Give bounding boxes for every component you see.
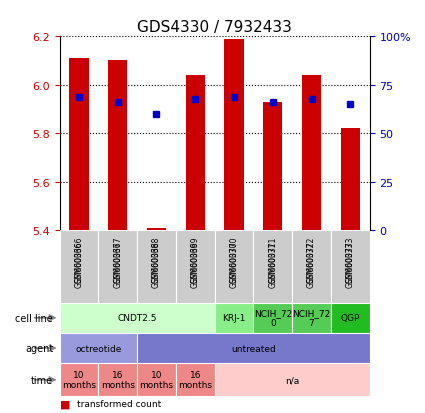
Text: GSM600370: GSM600370 xyxy=(230,241,238,288)
Bar xyxy=(147,228,166,230)
Text: GSM600373: GSM600373 xyxy=(346,236,355,282)
Text: GSM600371: GSM600371 xyxy=(268,236,277,282)
Bar xyxy=(215,363,370,396)
Bar xyxy=(215,230,253,303)
Text: ■: ■ xyxy=(60,399,70,408)
Text: NCIH_72
0: NCIH_72 0 xyxy=(254,308,292,328)
Bar xyxy=(98,230,137,303)
Bar xyxy=(60,303,215,333)
Bar xyxy=(60,230,98,303)
Text: GSM600367: GSM600367 xyxy=(113,241,122,288)
Text: transformed count: transformed count xyxy=(76,399,161,408)
Bar xyxy=(253,230,292,303)
Text: time: time xyxy=(31,375,53,385)
Bar xyxy=(302,76,321,230)
Bar xyxy=(137,230,176,303)
Text: GSM600366: GSM600366 xyxy=(74,241,83,288)
Text: 10
months: 10 months xyxy=(62,370,96,389)
Text: GSM600366: GSM600366 xyxy=(74,236,83,282)
Text: GSM600373: GSM600373 xyxy=(346,241,355,288)
Text: GSM600370: GSM600370 xyxy=(230,236,238,282)
Text: agent: agent xyxy=(25,343,53,353)
Bar xyxy=(331,230,370,303)
Text: GSM600369: GSM600369 xyxy=(191,241,200,288)
Text: GSM600368: GSM600368 xyxy=(152,236,161,282)
Text: GSM600372: GSM600372 xyxy=(307,241,316,287)
Bar xyxy=(253,303,292,333)
Bar xyxy=(341,129,360,230)
Text: GSM600371: GSM600371 xyxy=(268,241,277,287)
Text: CNDT2.5: CNDT2.5 xyxy=(117,313,157,323)
Text: GSM600368: GSM600368 xyxy=(152,241,161,287)
Text: KRJ-1: KRJ-1 xyxy=(222,313,246,323)
Text: octreotide: octreotide xyxy=(75,344,122,353)
Bar xyxy=(137,363,176,396)
Text: 10
months: 10 months xyxy=(139,370,173,389)
Text: QGP: QGP xyxy=(341,313,360,323)
Bar xyxy=(60,333,137,363)
Bar xyxy=(176,363,215,396)
Text: NCIH_72
7: NCIH_72 7 xyxy=(292,308,331,328)
Text: cell line: cell line xyxy=(15,313,53,323)
Text: untreated: untreated xyxy=(231,344,276,353)
Bar xyxy=(292,230,331,303)
Bar xyxy=(186,76,205,230)
Bar xyxy=(292,303,331,333)
Bar xyxy=(224,40,244,230)
Bar xyxy=(108,61,128,230)
Text: GSM600372: GSM600372 xyxy=(307,236,316,282)
Text: GSM600369: GSM600369 xyxy=(191,236,200,282)
Text: 16
months: 16 months xyxy=(101,370,135,389)
Bar xyxy=(215,303,253,333)
Bar xyxy=(137,333,370,363)
Text: 16
months: 16 months xyxy=(178,370,212,389)
Bar xyxy=(98,363,137,396)
Text: n/a: n/a xyxy=(285,375,299,385)
Bar xyxy=(263,102,283,230)
Title: GDS4330 / 7932433: GDS4330 / 7932433 xyxy=(137,20,292,35)
Text: GSM600367: GSM600367 xyxy=(113,236,122,282)
Bar xyxy=(176,230,215,303)
Bar xyxy=(60,363,98,396)
Bar xyxy=(331,303,370,333)
Bar xyxy=(69,59,88,230)
